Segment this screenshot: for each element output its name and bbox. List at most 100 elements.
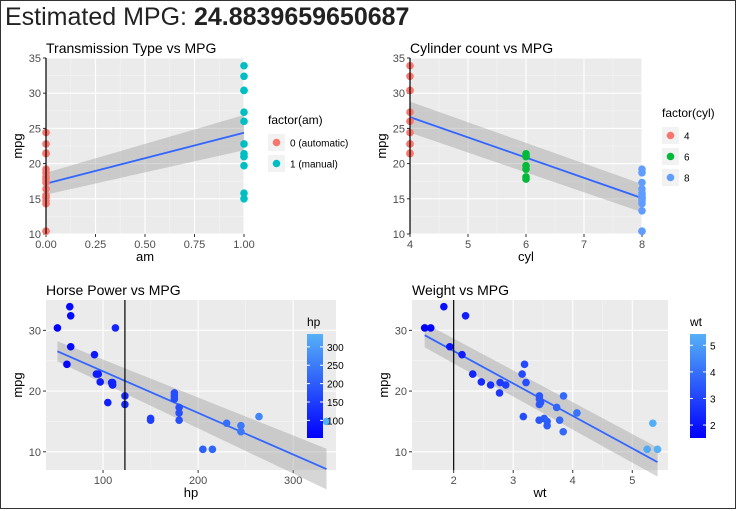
x-tick-label: 300 xyxy=(284,475,302,487)
y-axis-label: mpg xyxy=(10,133,25,158)
data-point xyxy=(559,392,568,400)
legend: hp 100 150 200 250 300 xyxy=(307,315,344,438)
data-point xyxy=(477,378,486,386)
data-point xyxy=(104,398,112,407)
data-point xyxy=(237,427,245,436)
legend-item: 0 (automatic) xyxy=(268,134,348,151)
x-tick-label: 5 xyxy=(465,239,471,251)
legend-colorbar xyxy=(307,334,323,438)
data-point xyxy=(496,378,504,387)
data-point xyxy=(322,417,331,426)
data-point xyxy=(522,161,530,170)
x-tick-label: 8 xyxy=(639,239,645,251)
data-point xyxy=(653,445,662,454)
y-tick-label: 20 xyxy=(393,159,405,171)
chart-title: Cylinder count vs MPG xyxy=(410,40,553,56)
data-point xyxy=(543,417,551,426)
y-tick-label: 30 xyxy=(393,88,405,100)
data-point xyxy=(458,350,466,359)
x-axis-label: am xyxy=(136,249,154,264)
data-point xyxy=(446,342,454,351)
confidence-band xyxy=(46,115,244,195)
data-point xyxy=(495,389,504,397)
data-point xyxy=(237,421,245,430)
data-point xyxy=(240,61,248,70)
y-tick-label: 20 xyxy=(29,159,41,171)
data-point xyxy=(53,324,62,332)
data-point xyxy=(146,416,155,425)
colorbar-tick-label: 150 xyxy=(327,398,344,409)
data-point xyxy=(240,195,248,203)
plot-panel xyxy=(46,300,336,470)
y-tick-label: 10 xyxy=(29,447,41,459)
data-point xyxy=(461,311,470,320)
x-tick-label: 200 xyxy=(189,475,207,487)
data-point xyxy=(240,161,248,170)
x-axis-label: wt xyxy=(533,485,547,500)
data-point xyxy=(111,324,120,332)
x-tick-label: 0.50 xyxy=(134,239,155,251)
data-point xyxy=(96,378,104,386)
data-point xyxy=(208,445,217,454)
y-tick-label: 25 xyxy=(393,123,405,135)
plot-panel xyxy=(412,300,668,470)
legend: wt 2 3 4 5 xyxy=(689,315,716,438)
data-point xyxy=(535,400,544,409)
data-point xyxy=(638,195,646,203)
legend-marker xyxy=(666,131,675,140)
data-point xyxy=(638,206,646,215)
legend-marker xyxy=(666,152,675,161)
y-axis-label: mpg xyxy=(374,133,389,158)
y-axis-label: mpg xyxy=(376,372,391,397)
data-point xyxy=(240,72,248,81)
data-point xyxy=(90,350,99,359)
legend: factor(cyl) 4 6 8 xyxy=(662,106,715,186)
data-point xyxy=(66,342,75,351)
x-tick-label: 4 xyxy=(570,475,576,487)
chart-title: Weight vs MPG xyxy=(412,282,509,298)
x-tick-label: 7 xyxy=(581,239,587,251)
legend-title: hp xyxy=(307,315,321,329)
data-point xyxy=(559,427,568,436)
y-tick-label: 30 xyxy=(29,325,41,337)
data-point xyxy=(522,175,530,183)
colorbar-tick-label: 100 xyxy=(327,416,344,427)
regression-line xyxy=(57,350,327,470)
estimated-mpg-heading: Estimated MPG: 24.8839659650687 xyxy=(5,3,409,32)
legend-label: 4 xyxy=(684,132,690,143)
data-point xyxy=(420,324,429,332)
x-tick-label: 1.00 xyxy=(233,239,254,251)
y-tick-label: 15 xyxy=(29,194,41,206)
data-point xyxy=(94,370,103,378)
x-tick-label: 0.25 xyxy=(85,239,106,251)
data-point xyxy=(518,370,526,378)
data-point xyxy=(170,389,179,397)
legend-item: 1 (manual) xyxy=(268,155,338,172)
legend-marker xyxy=(272,138,281,147)
data-point xyxy=(440,302,448,311)
data-point xyxy=(638,189,646,197)
legend-label: 1 (manual) xyxy=(290,160,338,171)
chart-2: Cylinder count vs MPG 10 15 20 25 30 35 4 5 6 7 8 cy… xyxy=(374,40,715,264)
y-tick-label: 30 xyxy=(395,325,407,337)
colorbar-tick-label: 3 xyxy=(710,394,716,405)
data-point xyxy=(522,378,530,387)
y-tick-label: 10 xyxy=(29,229,41,241)
data-point xyxy=(63,360,71,369)
y-tick-label: 30 xyxy=(29,88,41,100)
data-point xyxy=(649,419,657,428)
chart-title: Horse Power vs MPG xyxy=(46,282,181,298)
data-point xyxy=(175,416,183,425)
legend-item: 4 xyxy=(662,127,690,144)
data-point xyxy=(638,165,646,174)
data-point xyxy=(222,419,231,428)
data-point xyxy=(520,360,529,369)
data-point xyxy=(573,409,581,417)
data-point xyxy=(535,416,543,425)
y-tick-label: 20 xyxy=(29,386,41,398)
legend-title: wt xyxy=(689,315,703,329)
data-point xyxy=(468,370,477,378)
y-tick-label: 10 xyxy=(393,229,405,241)
data-point xyxy=(535,392,544,400)
